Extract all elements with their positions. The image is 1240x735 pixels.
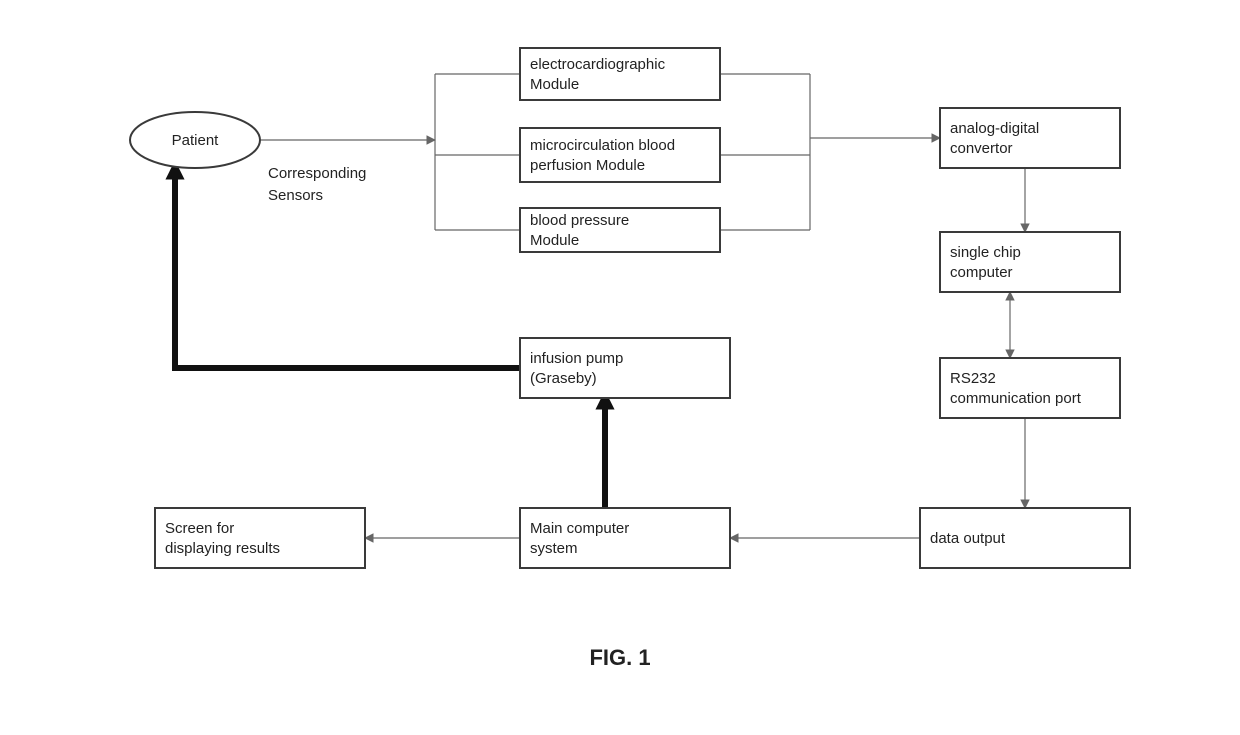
node-label: displaying results	[165, 540, 280, 557]
node-label: RS232	[950, 370, 996, 387]
node-label: single chip	[950, 244, 1021, 261]
figure-caption: FIG. 1	[589, 645, 650, 670]
sensors-label: Sensors	[268, 187, 323, 204]
flowchart-figure: Patient electrocardiographic Module microci…	[0, 0, 1240, 735]
node-label: data output	[930, 530, 1006, 547]
node-label: communication port	[950, 390, 1082, 407]
node-label: Module	[530, 76, 579, 93]
node-label: system	[530, 540, 578, 557]
node-label: analog-digital	[950, 120, 1039, 137]
node-label: microcirculation blood	[530, 137, 675, 154]
node-rs232	[940, 358, 1120, 418]
node-label: (Graseby)	[530, 370, 597, 387]
node-label: Screen for	[165, 520, 234, 537]
node-pump	[520, 338, 730, 398]
node-label: Main computer	[530, 520, 629, 537]
edge	[175, 168, 520, 368]
node-scc	[940, 232, 1120, 292]
node-label: Patient	[172, 132, 220, 149]
node-label: blood pressure	[530, 212, 629, 229]
node-label: perfusion Module	[530, 157, 645, 174]
node-label: infusion pump	[530, 350, 623, 367]
node-label: computer	[950, 264, 1013, 281]
node-label: Module	[530, 232, 579, 249]
node-screen	[155, 508, 365, 568]
node-label: electrocardiographic	[530, 56, 666, 73]
node-maincomp	[520, 508, 730, 568]
sensors-label: Corresponding	[268, 165, 366, 182]
node-adc	[940, 108, 1120, 168]
node-label: convertor	[950, 140, 1013, 157]
